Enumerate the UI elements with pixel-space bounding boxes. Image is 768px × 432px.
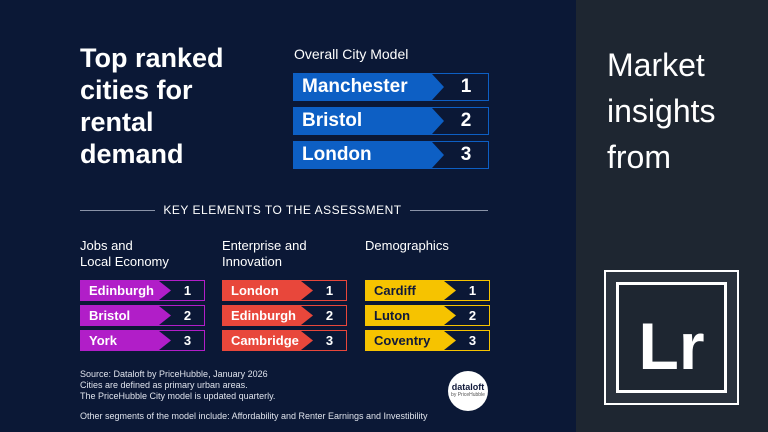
- ranking-row: Cardiff 1: [365, 280, 490, 301]
- ranking-row: London 1: [222, 280, 347, 301]
- rank: 2: [325, 308, 334, 323]
- rank: 2: [468, 308, 477, 323]
- sidebar-line: from: [607, 139, 671, 175]
- ranking-row: Bristol 2: [80, 305, 205, 326]
- title: Top ranked cities for rental demand: [80, 42, 224, 170]
- rank: 3: [460, 144, 472, 165]
- ranking-row: Cambridge 3: [222, 330, 347, 351]
- sidebar-line: Market: [607, 47, 705, 83]
- source: Source: Dataloft by PriceHubble, January…: [80, 369, 268, 379]
- title-line: Top ranked: [80, 43, 224, 73]
- city-name: London: [294, 142, 444, 168]
- note: Cities are defined as primary urban area…: [80, 380, 248, 390]
- ranking-row: Edinburgh 2: [222, 305, 347, 326]
- sidebar-line: insights: [607, 93, 716, 129]
- section-title: KEY ELEMENTS TO THE ASSESSMENT: [163, 203, 402, 217]
- rank: 3: [183, 333, 192, 348]
- group-title: Demographics: [365, 238, 449, 254]
- title-line: rental: [80, 107, 154, 137]
- ranking-row: Bristol 2: [293, 107, 489, 135]
- group-title-line: Innovation: [222, 254, 282, 269]
- ranking-row: York 3: [80, 330, 205, 351]
- city-name: Edinburgh: [223, 306, 313, 325]
- city-name: Cardiff: [366, 281, 456, 300]
- rank: 1: [468, 283, 477, 298]
- other-segments: Other segments of the model include: Aff…: [80, 411, 428, 421]
- title-line: demand: [80, 139, 184, 169]
- logo-name: dataloft: [451, 382, 485, 392]
- overall-title: Overall City Model: [294, 46, 409, 62]
- ranking-row: Edinburgh 1: [80, 280, 205, 301]
- group-title-line: Jobs and: [80, 238, 133, 253]
- city-name: Manchester: [294, 74, 444, 100]
- dataloft-logo: dataloft by PriceHubble: [448, 371, 488, 411]
- city-name: Luton: [366, 306, 456, 325]
- ranking-row: Coventry 3: [365, 330, 490, 351]
- city-name: London: [223, 281, 313, 300]
- city-name: York: [81, 331, 171, 350]
- footer: Source: Dataloft by PriceHubble, January…: [80, 369, 428, 422]
- city-name: Bristol: [81, 306, 171, 325]
- ranking-row: Manchester 1: [293, 73, 489, 101]
- ranking-row: Luton 2: [365, 305, 490, 326]
- city-name: Cambridge: [223, 331, 313, 350]
- rank: 3: [325, 333, 334, 348]
- logo-sub: by PriceHubble: [451, 392, 485, 398]
- rank: 1: [183, 283, 192, 298]
- city-name: Coventry: [366, 331, 456, 350]
- rank: 3: [468, 333, 477, 348]
- group-title-line: Demographics: [365, 238, 449, 253]
- group-title: Jobs and Local Economy: [80, 238, 169, 270]
- group-title-line: Enterprise and: [222, 238, 307, 253]
- sidebar-text: Market insights from: [607, 42, 716, 180]
- city-name: Edinburgh: [81, 281, 171, 300]
- lr-text: Lr: [616, 282, 727, 393]
- city-name: Bristol: [294, 108, 444, 134]
- rank: 1: [325, 283, 334, 298]
- divider: [80, 210, 155, 211]
- divider: [410, 210, 488, 211]
- group-title-line: Local Economy: [80, 254, 169, 269]
- rank: 1: [460, 76, 472, 97]
- group-title: Enterprise and Innovation: [222, 238, 307, 270]
- title-line: cities for: [80, 75, 193, 105]
- ranking-row: London 3: [293, 141, 489, 169]
- rank: 2: [183, 308, 192, 323]
- rank: 2: [460, 110, 472, 131]
- note: The PriceHubble City model is updated qu…: [80, 391, 276, 401]
- sidebar: Market insights from Lr: [576, 0, 768, 432]
- lr-logo: Lr: [604, 270, 739, 405]
